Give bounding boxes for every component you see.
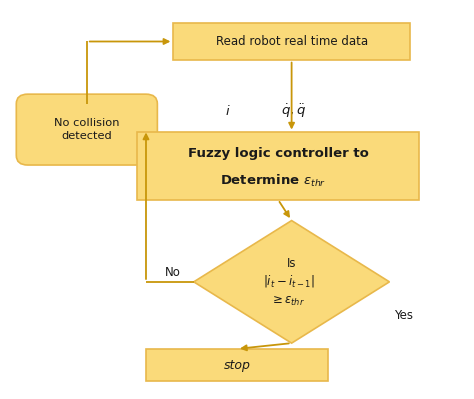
Text: $|i_t - i_{t-1}|$: $|i_t - i_{t-1}|$: [264, 273, 315, 289]
Text: No: No: [165, 266, 181, 279]
Text: Determine $\varepsilon_{thr}$: Determine $\varepsilon_{thr}$: [220, 173, 327, 189]
Text: Read robot real time data: Read robot real time data: [216, 35, 368, 48]
Text: $\dot{q},\ddot{q}$: $\dot{q},\ddot{q}$: [282, 103, 306, 120]
Text: stop: stop: [224, 359, 250, 371]
Text: Yes: Yes: [394, 309, 413, 322]
FancyBboxPatch shape: [137, 132, 419, 200]
Text: No collision
detected: No collision detected: [54, 118, 119, 141]
FancyBboxPatch shape: [173, 23, 410, 60]
Text: $i$: $i$: [225, 105, 231, 119]
Text: Is: Is: [287, 257, 296, 270]
FancyBboxPatch shape: [16, 94, 157, 165]
Polygon shape: [194, 221, 390, 343]
Text: Fuzzy logic controller to: Fuzzy logic controller to: [188, 147, 368, 160]
Text: $\geq \varepsilon_{thr}$: $\geq \varepsilon_{thr}$: [270, 295, 305, 308]
FancyBboxPatch shape: [146, 349, 328, 381]
